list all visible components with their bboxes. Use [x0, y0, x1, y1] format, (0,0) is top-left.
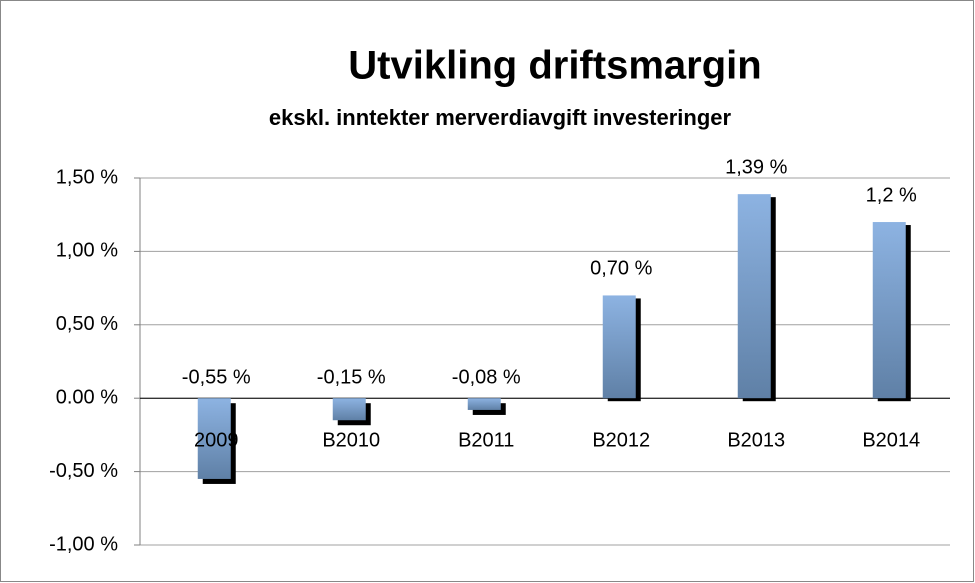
value-label: -0,15 % — [317, 366, 386, 388]
bar — [872, 222, 906, 399]
chart-title: Utvikling driftsmargin — [348, 44, 761, 88]
bar — [467, 398, 501, 410]
chart-subtitle: ekskl. inntekter merverdiavgift invester… — [269, 105, 732, 130]
x-tick-label: B2014 — [862, 429, 920, 451]
value-label: -0,55 % — [182, 366, 251, 388]
y-tick-label: 0,50 % — [56, 313, 118, 335]
x-tick-label: B2013 — [727, 429, 785, 451]
y-tick-label: 0.00 % — [56, 386, 118, 408]
value-label: -0,08 % — [452, 366, 521, 388]
bar — [197, 398, 231, 479]
value-label: 1,2 % — [866, 184, 917, 206]
y-tick-label: 1,50 % — [56, 166, 118, 188]
value-label: 1,39 % — [725, 156, 787, 178]
x-tick-label: B2011 — [458, 429, 514, 451]
bar — [602, 295, 636, 399]
x-tick-label: B2010 — [322, 429, 380, 451]
x-tick-label: 2009 — [194, 429, 239, 451]
y-tick-label: -0,50 % — [49, 460, 118, 482]
bar — [332, 398, 366, 421]
x-tick-label: B2012 — [592, 429, 650, 451]
y-tick-label: 1,00 % — [56, 240, 118, 262]
bar — [737, 194, 771, 399]
y-tick-label: -1,00 % — [49, 533, 118, 555]
value-label: 0,70 % — [590, 258, 652, 280]
